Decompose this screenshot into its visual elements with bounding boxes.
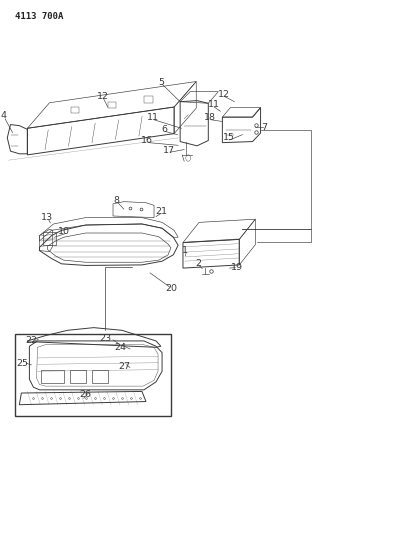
Text: 4: 4	[0, 111, 6, 120]
Text: 18: 18	[204, 113, 216, 122]
Text: 12: 12	[97, 92, 109, 101]
Bar	[70, 370, 86, 383]
Text: 21: 21	[155, 207, 167, 216]
Text: 12: 12	[217, 90, 230, 99]
Text: 19: 19	[231, 263, 243, 272]
Text: 23: 23	[99, 334, 111, 343]
Text: 20: 20	[165, 284, 177, 293]
Text: 17: 17	[163, 146, 175, 155]
Text: 27: 27	[118, 362, 130, 371]
Text: 1: 1	[182, 246, 188, 255]
Bar	[16, 334, 171, 416]
Text: 15: 15	[223, 133, 235, 142]
Text: 13: 13	[41, 213, 53, 222]
Text: 16: 16	[141, 136, 153, 145]
Bar	[44, 232, 55, 245]
Text: 11: 11	[147, 113, 159, 122]
Text: 11: 11	[208, 100, 220, 109]
Text: 22: 22	[25, 336, 38, 345]
Text: 26: 26	[80, 390, 92, 399]
Text: 10: 10	[58, 227, 70, 236]
Text: 4113 700A: 4113 700A	[16, 12, 64, 21]
Text: 2: 2	[195, 259, 201, 268]
Text: 5: 5	[158, 77, 164, 86]
Text: 8: 8	[113, 196, 119, 205]
Text: 7: 7	[262, 123, 268, 132]
Text: 25: 25	[16, 359, 28, 368]
Bar	[92, 370, 108, 383]
Text: 6: 6	[162, 125, 167, 134]
Text: 24: 24	[114, 343, 126, 352]
Bar	[42, 370, 64, 383]
